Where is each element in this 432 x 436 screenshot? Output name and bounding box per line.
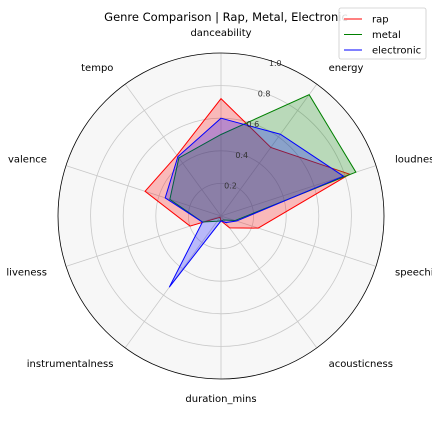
radial-tick-label: 1.0 bbox=[269, 59, 282, 68]
legend-label-metal: metal bbox=[372, 30, 401, 41]
polar-frame bbox=[57, 52, 385, 380]
legend-box bbox=[338, 7, 427, 60]
legend-label-electronic: electronic bbox=[372, 46, 421, 57]
axis-label-energy: energy bbox=[329, 63, 364, 74]
axis-spoke bbox=[124, 83, 222, 217]
axis-label-speechiness: speechiness bbox=[395, 268, 432, 279]
axis-label-instrumentalness: instrumentalness bbox=[27, 359, 114, 370]
axis-label-liveness: liveness bbox=[6, 268, 47, 279]
axis-spoke bbox=[220, 215, 377, 267]
axis-label-tempo: tempo bbox=[81, 63, 113, 74]
radial-tick-label: 0.4 bbox=[235, 151, 248, 160]
radial-tick-label: 0.2 bbox=[224, 181, 237, 190]
axis-label-duration_mins: duration_mins bbox=[185, 394, 256, 405]
radial-tick-label: 0.6 bbox=[247, 120, 260, 129]
series-line-electronic bbox=[164, 117, 345, 288]
chart-title: Genre Comparison | Rap, Metal, Electroni… bbox=[104, 10, 348, 24]
axis-label-danceability: danceability bbox=[190, 28, 251, 39]
axis-label-valence: valence bbox=[8, 154, 47, 165]
series-area-electronic bbox=[165, 118, 344, 288]
radial-tick-label: 0.8 bbox=[258, 90, 271, 99]
axis-spoke bbox=[65, 165, 222, 217]
axis-spoke bbox=[220, 83, 318, 217]
axis-label-acousticness: acousticness bbox=[329, 359, 393, 370]
axis-spoke bbox=[220, 215, 318, 349]
legend-label-rap: rap bbox=[372, 15, 389, 26]
